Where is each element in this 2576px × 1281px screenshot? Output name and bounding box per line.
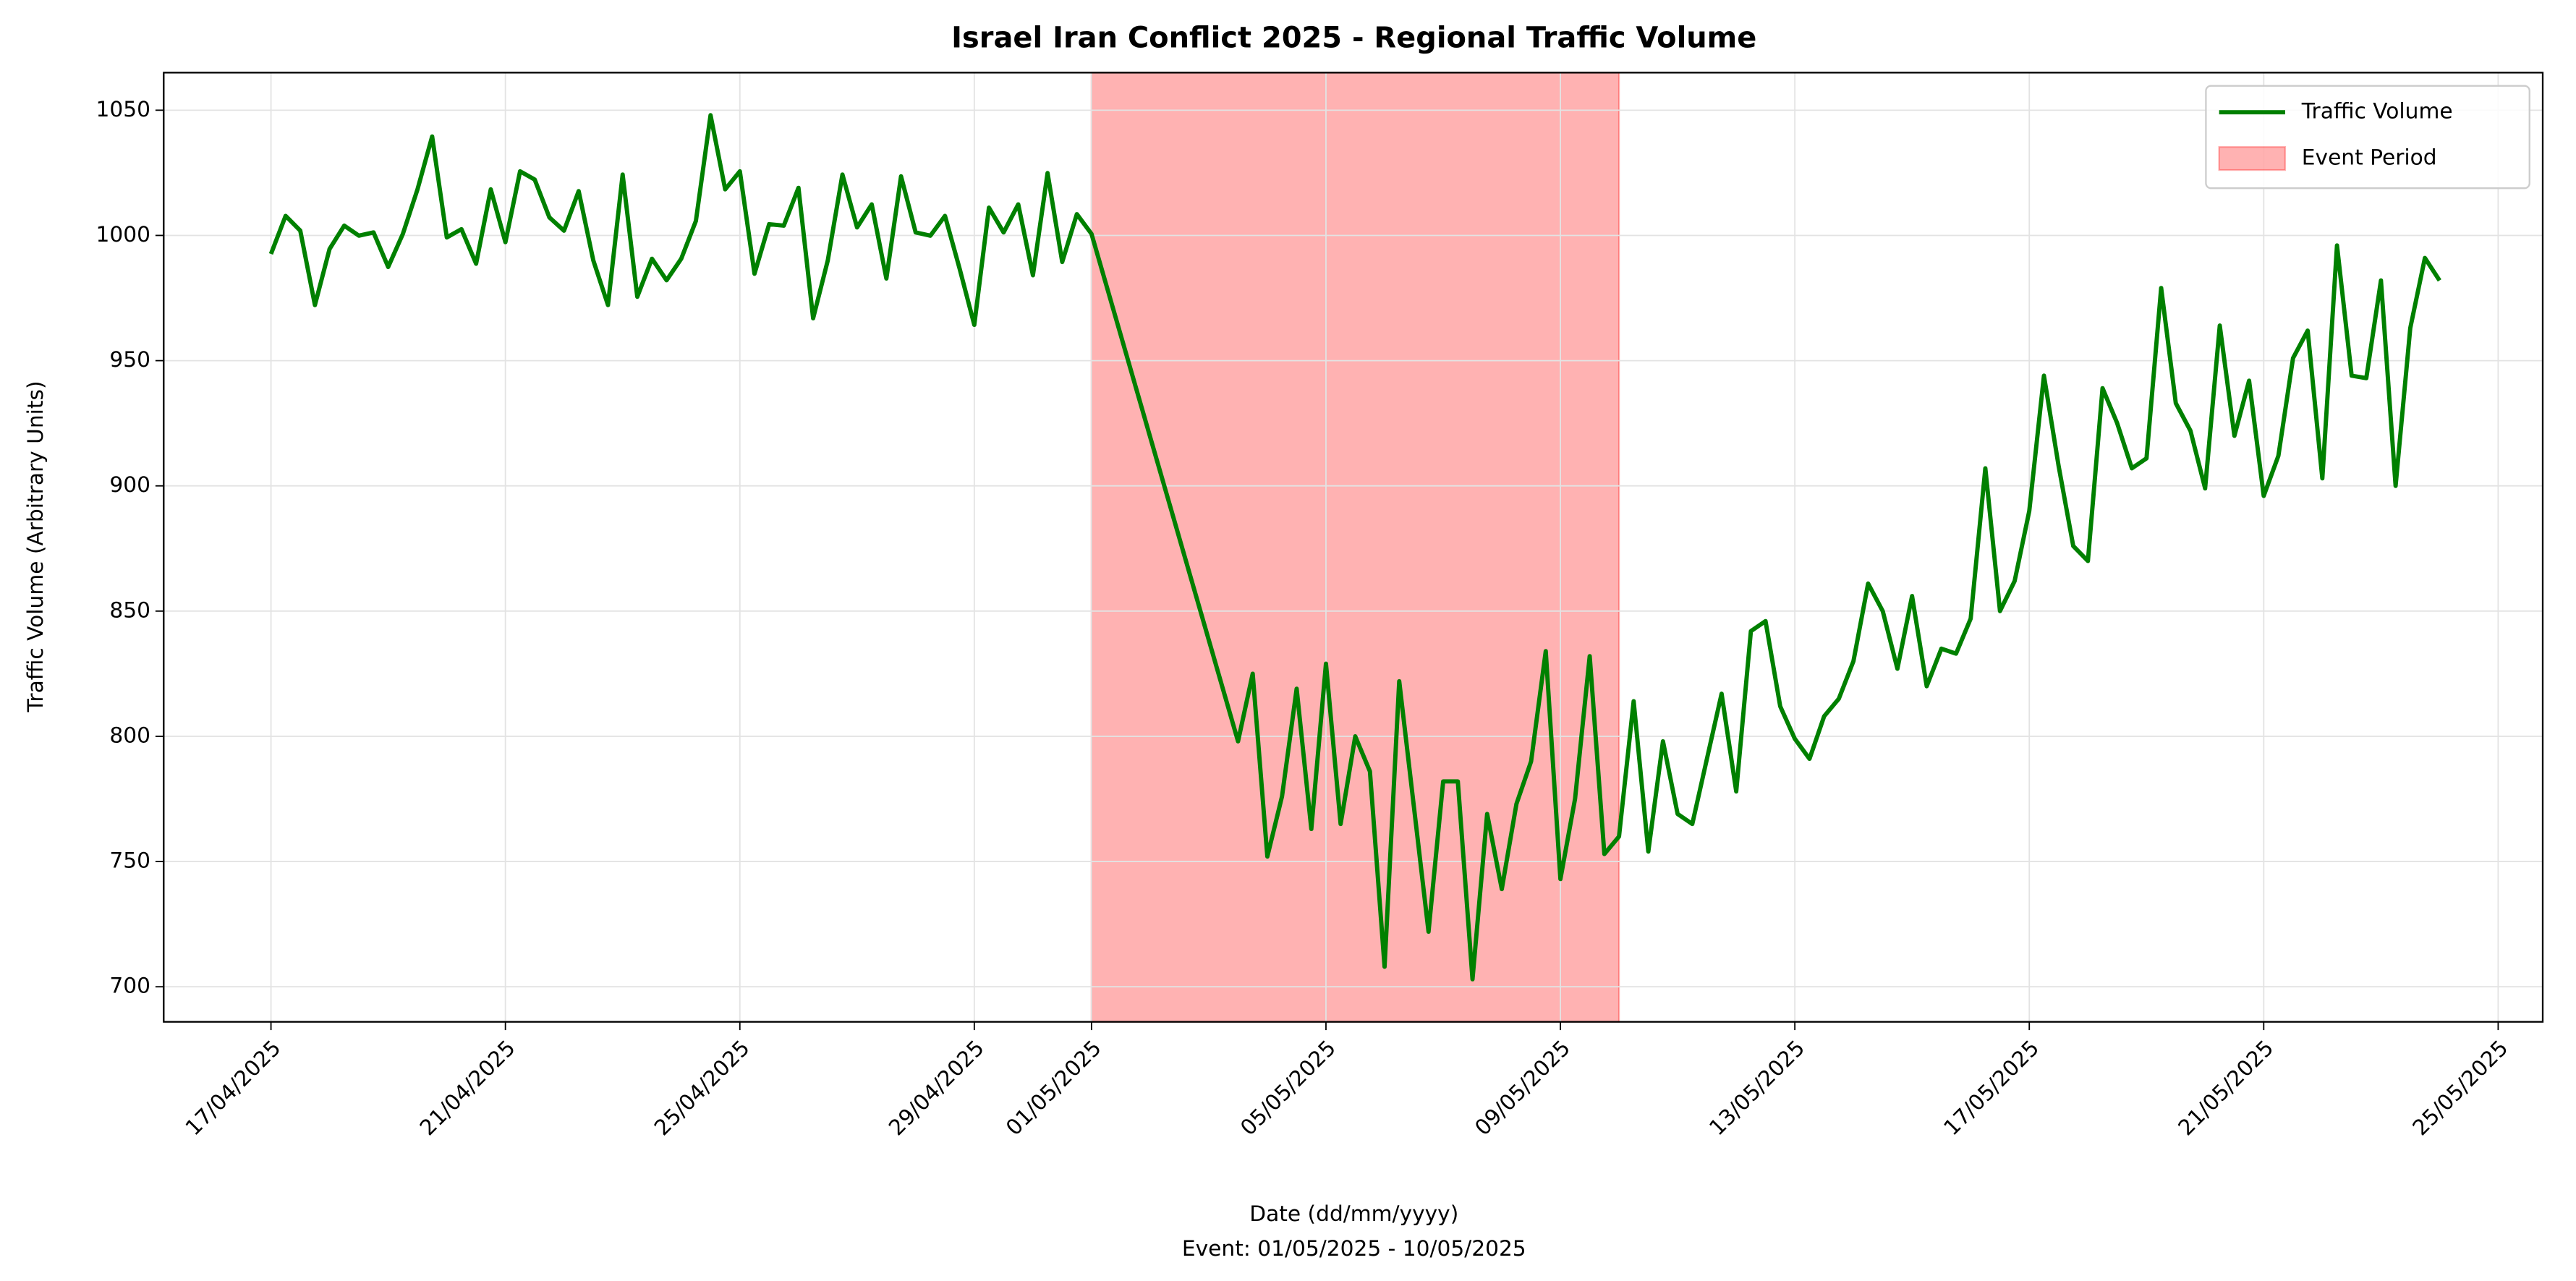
y-tick-label: 950 [109,346,150,372]
y-tick-label: 700 [109,973,150,998]
legend-box [2205,85,2530,190]
legend-label: Event Period [2302,145,2437,170]
y-axis-label: Traffic Volume (Arbitrary Units) [22,380,48,712]
event-span [1090,72,1620,1023]
x-axis-label: Date (dd/mm/yyyy) [1249,1201,1458,1226]
plot-frame [163,72,2544,1023]
legend-label: Traffic Volume [2301,98,2453,124]
chart-title: Israel Iran Conflict 2025 - Regional Tra… [951,21,1756,54]
data-line [268,113,2441,982]
x-axis-note: Event: 01/05/2025 - 10/05/2025 [1182,1235,1526,1261]
y-tick-label: 750 [109,848,150,873]
y-tick-label: 1000 [96,221,150,247]
y-tick-label: 850 [109,597,150,622]
legend: Traffic Volume Event Period [2205,85,2530,190]
y-tick-label: 900 [109,472,150,497]
y-tick-label: 800 [109,722,150,747]
y-tick-label: 1050 [96,96,150,122]
legend-patch [2218,145,2287,171]
